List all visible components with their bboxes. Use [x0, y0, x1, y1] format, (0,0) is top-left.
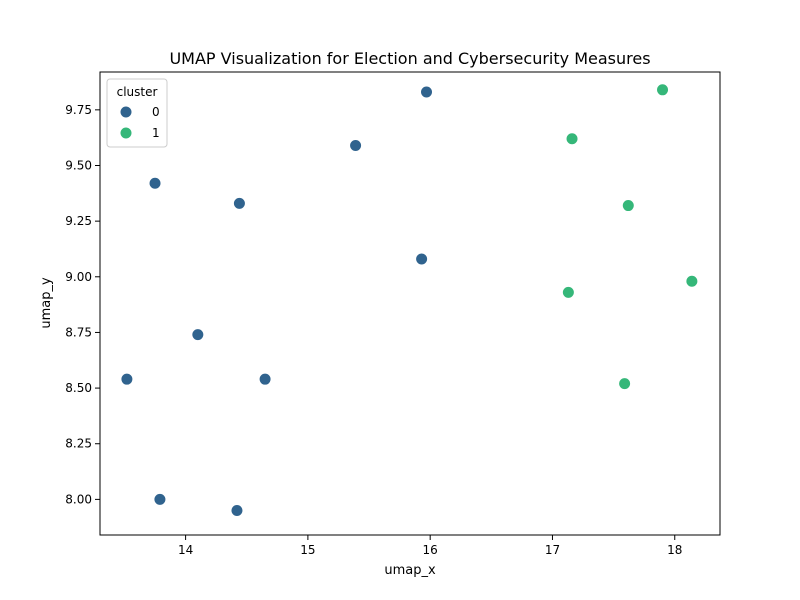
x-axis: 14 15 16 17 18: [178, 535, 682, 557]
legend-marker-cluster-0: [119, 105, 133, 119]
y-tick-label: 8.25: [65, 437, 92, 451]
data-point-cluster-1: [656, 83, 670, 97]
x-tick-label: 16: [423, 543, 438, 557]
data-point-cluster-0: [232, 196, 246, 210]
y-axis-label: umap_y: [39, 277, 54, 329]
data-points: [120, 83, 699, 518]
x-axis-label: umap_x: [384, 563, 436, 578]
y-tick-label: 9.50: [65, 158, 92, 172]
data-point-cluster-0: [420, 85, 434, 99]
data-point-cluster-0: [153, 492, 167, 506]
y-axis: 8.00 8.25 8.50 8.75 9.00 9.25 9.50 9.75: [65, 103, 100, 506]
data-point-cluster-0: [148, 176, 162, 190]
y-tick-label: 8.75: [65, 325, 92, 339]
data-point-cluster-1: [685, 274, 699, 288]
chart-title: UMAP Visualization for Election and Cybe…: [169, 49, 650, 68]
data-point-cluster-1: [618, 377, 632, 391]
y-tick-label: 8.00: [65, 492, 92, 506]
data-point-cluster-1: [565, 132, 579, 146]
data-point-cluster-0: [349, 138, 363, 152]
data-point-cluster-0: [258, 372, 272, 386]
legend: cluster 0 1: [106, 78, 168, 148]
legend-title: cluster: [117, 85, 158, 99]
data-point-cluster-0: [120, 372, 134, 386]
y-tick-label: 9.00: [65, 270, 92, 284]
data-point-cluster-1: [561, 285, 575, 299]
y-tick-label: 9.25: [65, 214, 92, 228]
data-point-cluster-0: [230, 504, 244, 518]
y-tick-label: 8.50: [65, 381, 92, 395]
plot-area: [99, 71, 721, 536]
data-point-cluster-1: [621, 199, 635, 213]
data-point-cluster-0: [191, 328, 205, 342]
data-point-cluster-0: [415, 252, 429, 266]
legend-label-cluster-0: 0: [152, 105, 160, 119]
x-tick-label: 17: [545, 543, 560, 557]
legend-marker-cluster-1: [119, 126, 133, 140]
y-tick-label: 9.75: [65, 103, 92, 117]
legend-label-cluster-1: 1: [152, 126, 160, 140]
x-tick-label: 18: [667, 543, 682, 557]
x-tick-label: 14: [178, 543, 193, 557]
x-tick-label: 15: [300, 543, 315, 557]
